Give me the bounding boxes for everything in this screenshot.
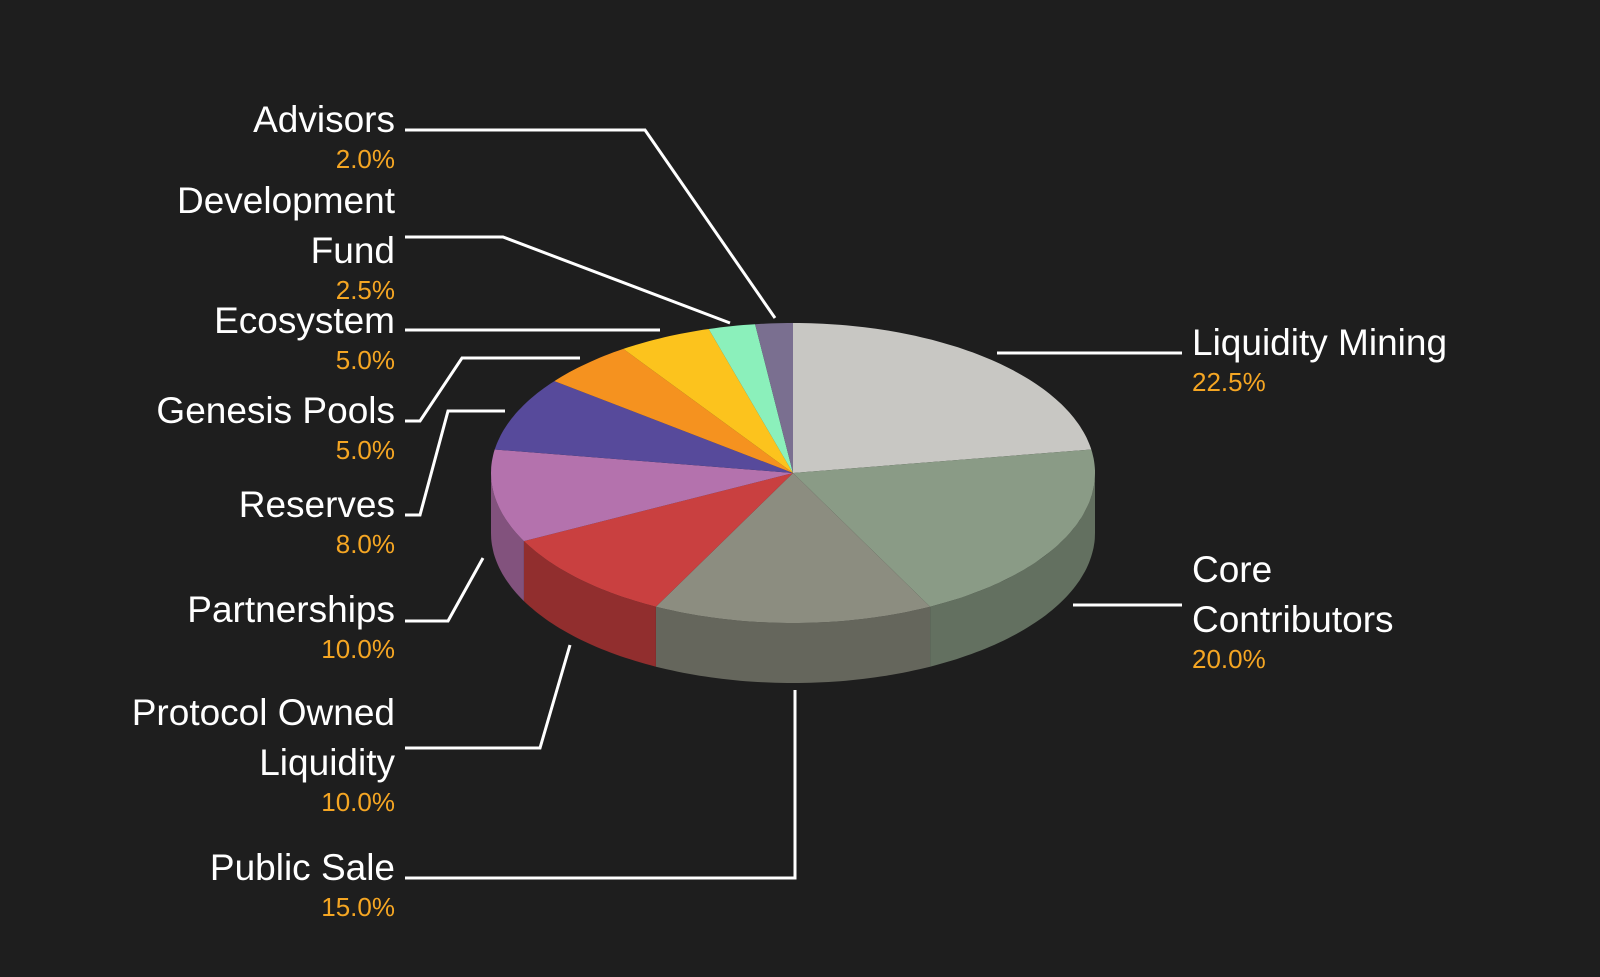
leader-line bbox=[405, 409, 505, 517]
leader-line bbox=[405, 356, 580, 423]
value-label: 2.5% bbox=[335, 275, 395, 305]
category-name: Partnerships bbox=[187, 589, 395, 630]
slice-label: Public Sale 15.0% bbox=[0, 843, 395, 921]
value-label: 10.0% bbox=[321, 787, 395, 817]
pie-slice bbox=[793, 323, 1092, 473]
pie-slice bbox=[755, 323, 793, 473]
pie-slice bbox=[523, 473, 793, 607]
category-name: Core Contributors bbox=[1192, 549, 1394, 640]
slice-label: Advisors 2.0% bbox=[0, 95, 395, 173]
leader-line bbox=[405, 644, 572, 750]
pie-slice bbox=[655, 473, 931, 623]
value-label: 2.0% bbox=[335, 144, 395, 174]
leader-line bbox=[405, 235, 731, 325]
pie-slice-side bbox=[491, 473, 524, 602]
slice-label: Liquidity Mining 22.5% bbox=[1192, 318, 1600, 396]
category-name: Genesis Pools bbox=[156, 390, 395, 431]
pie-slice bbox=[623, 329, 793, 473]
slice-label: Partnerships 10.0% bbox=[0, 585, 395, 663]
leader-line bbox=[405, 557, 485, 623]
slice-label: Development Fund 2.5% bbox=[135, 176, 395, 304]
pie-slice-side bbox=[930, 473, 1095, 667]
value-label: 5.0% bbox=[335, 345, 395, 375]
category-name: Ecosystem bbox=[214, 300, 395, 341]
pie-slice-side bbox=[655, 606, 931, 683]
value-label: 20.0% bbox=[1192, 644, 1266, 674]
value-label: 15.0% bbox=[321, 892, 395, 922]
category-name: Public Sale bbox=[209, 847, 395, 888]
pie-slice bbox=[708, 324, 793, 473]
pie-slice bbox=[494, 381, 793, 473]
slice-label: Reserves 8.0% bbox=[0, 480, 395, 558]
leader-line bbox=[405, 690, 797, 880]
slice-label: Core Contributors 20.0% bbox=[1192, 545, 1472, 673]
value-label: 5.0% bbox=[335, 435, 395, 465]
pie-slice bbox=[793, 449, 1095, 607]
slice-label: Genesis Pools 5.0% bbox=[0, 386, 395, 464]
category-name: Reserves bbox=[238, 484, 395, 525]
category-name: Protocol Owned Liquidity bbox=[131, 692, 395, 783]
pie-slice bbox=[491, 449, 793, 542]
value-label: 8.0% bbox=[335, 529, 395, 559]
leader-line bbox=[405, 128, 777, 319]
category-name: Advisors bbox=[253, 99, 395, 140]
pie-slice bbox=[554, 348, 793, 473]
value-label: 10.0% bbox=[321, 634, 395, 664]
category-name: Liquidity Mining bbox=[1192, 322, 1448, 363]
value-label: 22.5% bbox=[1192, 367, 1266, 397]
slice-label: Ecosystem 5.0% bbox=[0, 296, 395, 374]
slice-label: Protocol Owned Liquidity 10.0% bbox=[95, 688, 395, 816]
pie-slice-side bbox=[523, 541, 656, 667]
category-name: Development Fund bbox=[176, 180, 395, 271]
